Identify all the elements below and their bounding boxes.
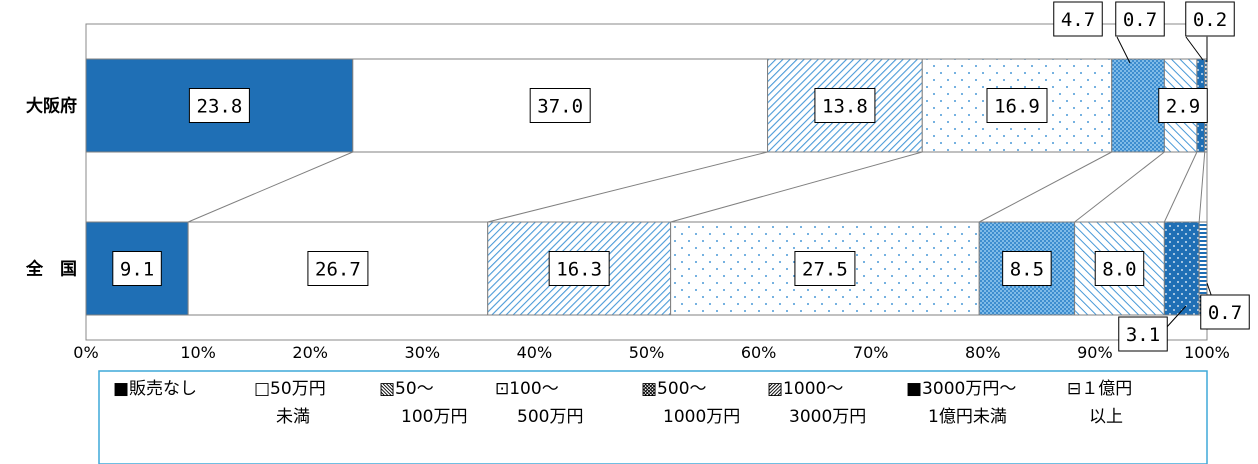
value-label: 13.8	[822, 96, 868, 118]
series-line	[670, 151, 923, 223]
series-line	[978, 151, 1112, 223]
value-label: 16.9	[994, 96, 1040, 118]
value-label: 8.0	[1102, 259, 1136, 281]
series-line	[487, 151, 768, 223]
value-label: 3.1	[1126, 324, 1160, 346]
x-tick-label: 70%	[853, 343, 889, 362]
legend-entry: ▨1000～	[767, 379, 843, 399]
legend-entry: ⊟１億円	[1067, 379, 1132, 399]
series-line	[187, 151, 353, 223]
category-label: 大阪府	[26, 96, 77, 117]
series-line	[1074, 151, 1165, 223]
legend-entry-line2: 100万円	[401, 407, 467, 427]
value-label-box	[548, 251, 610, 286]
legend-entry-line2: 3000万円	[789, 407, 866, 427]
x-axis: 0% 10% 20% 30% 40% 50% 60% 70% 80% 90% 100%	[73, 343, 1230, 362]
bar-segment	[1163, 221, 1200, 316]
x-tick-label: 60%	[741, 343, 777, 362]
legend-entry-line2: 以上	[1089, 407, 1123, 427]
x-tick-label: 30%	[405, 343, 441, 362]
value-label-box	[307, 251, 369, 286]
callout-line	[1185, 36, 1204, 61]
bar-segment	[1111, 58, 1165, 153]
value-label: 16.3	[556, 259, 602, 281]
legend-entry-line2: 未満	[276, 407, 310, 427]
value-label-box	[986, 88, 1048, 123]
x-tick-label: 90%	[1077, 343, 1113, 362]
value-label-box	[1200, 294, 1250, 330]
value-label-box	[1002, 251, 1052, 286]
value-label-box	[1053, 1, 1103, 37]
series-lines	[187, 151, 1206, 223]
x-tick-label: 10%	[180, 343, 216, 362]
value-label: 0.2	[1193, 9, 1227, 31]
value-label: 26.7	[315, 259, 361, 281]
value-label: 0.7	[1208, 302, 1242, 324]
legend-entry-line2: 1000万円	[663, 407, 740, 427]
category-label: 全 国	[25, 259, 77, 280]
bars	[85, 58, 1208, 316]
legend-entry-line2: 500万円	[517, 407, 583, 427]
callout-line	[1116, 36, 1131, 64]
value-label: 9.1	[120, 259, 154, 281]
value-label-box	[112, 251, 162, 286]
value-label: 23.8	[197, 96, 243, 118]
value-label-box	[814, 88, 876, 123]
value-label-box	[1115, 1, 1165, 37]
x-tick-label: 100%	[1184, 343, 1230, 362]
x-tick-label: 40%	[517, 343, 553, 362]
legend-entry: ■3000万円～	[906, 379, 1016, 399]
value-label-box	[529, 88, 591, 123]
x-tick-label: 0%	[73, 343, 98, 362]
value-label: 2.9	[1166, 96, 1200, 118]
x-tick-label: 50%	[629, 343, 665, 362]
value-label: 0.7	[1123, 9, 1157, 31]
legend-entry: ▧50～	[379, 379, 434, 399]
series-line	[1198, 151, 1206, 223]
value-label-box	[1118, 316, 1168, 352]
x-tick-label: 20%	[292, 343, 328, 362]
legend-entry: ▩500～	[641, 379, 707, 399]
value-label-box	[188, 88, 250, 123]
value-label: 37.0	[537, 96, 583, 118]
value-label-box	[794, 251, 856, 286]
value-labels: 23.8 37.0 13.8 16.9 4.7 2.9 0.7 0.2 9.1 26.7 16.3 2…	[112, 1, 1250, 352]
value-label-box	[1094, 251, 1145, 286]
value-label: 4.7	[1061, 9, 1095, 31]
value-label: 27.5	[802, 259, 848, 281]
value-label-box	[1185, 1, 1235, 37]
value-label: 8.5	[1010, 259, 1044, 281]
legend-entry-line2: 1億円未満	[928, 407, 1007, 427]
legend-entry: ⊡100～	[495, 379, 559, 399]
legend-entry: □50万円	[254, 379, 326, 399]
value-label-box	[1158, 88, 1208, 123]
legend-entry: ■販売なし	[113, 379, 197, 399]
legend-box	[98, 370, 1208, 464]
series-line	[1163, 151, 1198, 223]
callout-line	[1165, 305, 1187, 329]
x-tick-label: 80%	[965, 343, 1001, 362]
